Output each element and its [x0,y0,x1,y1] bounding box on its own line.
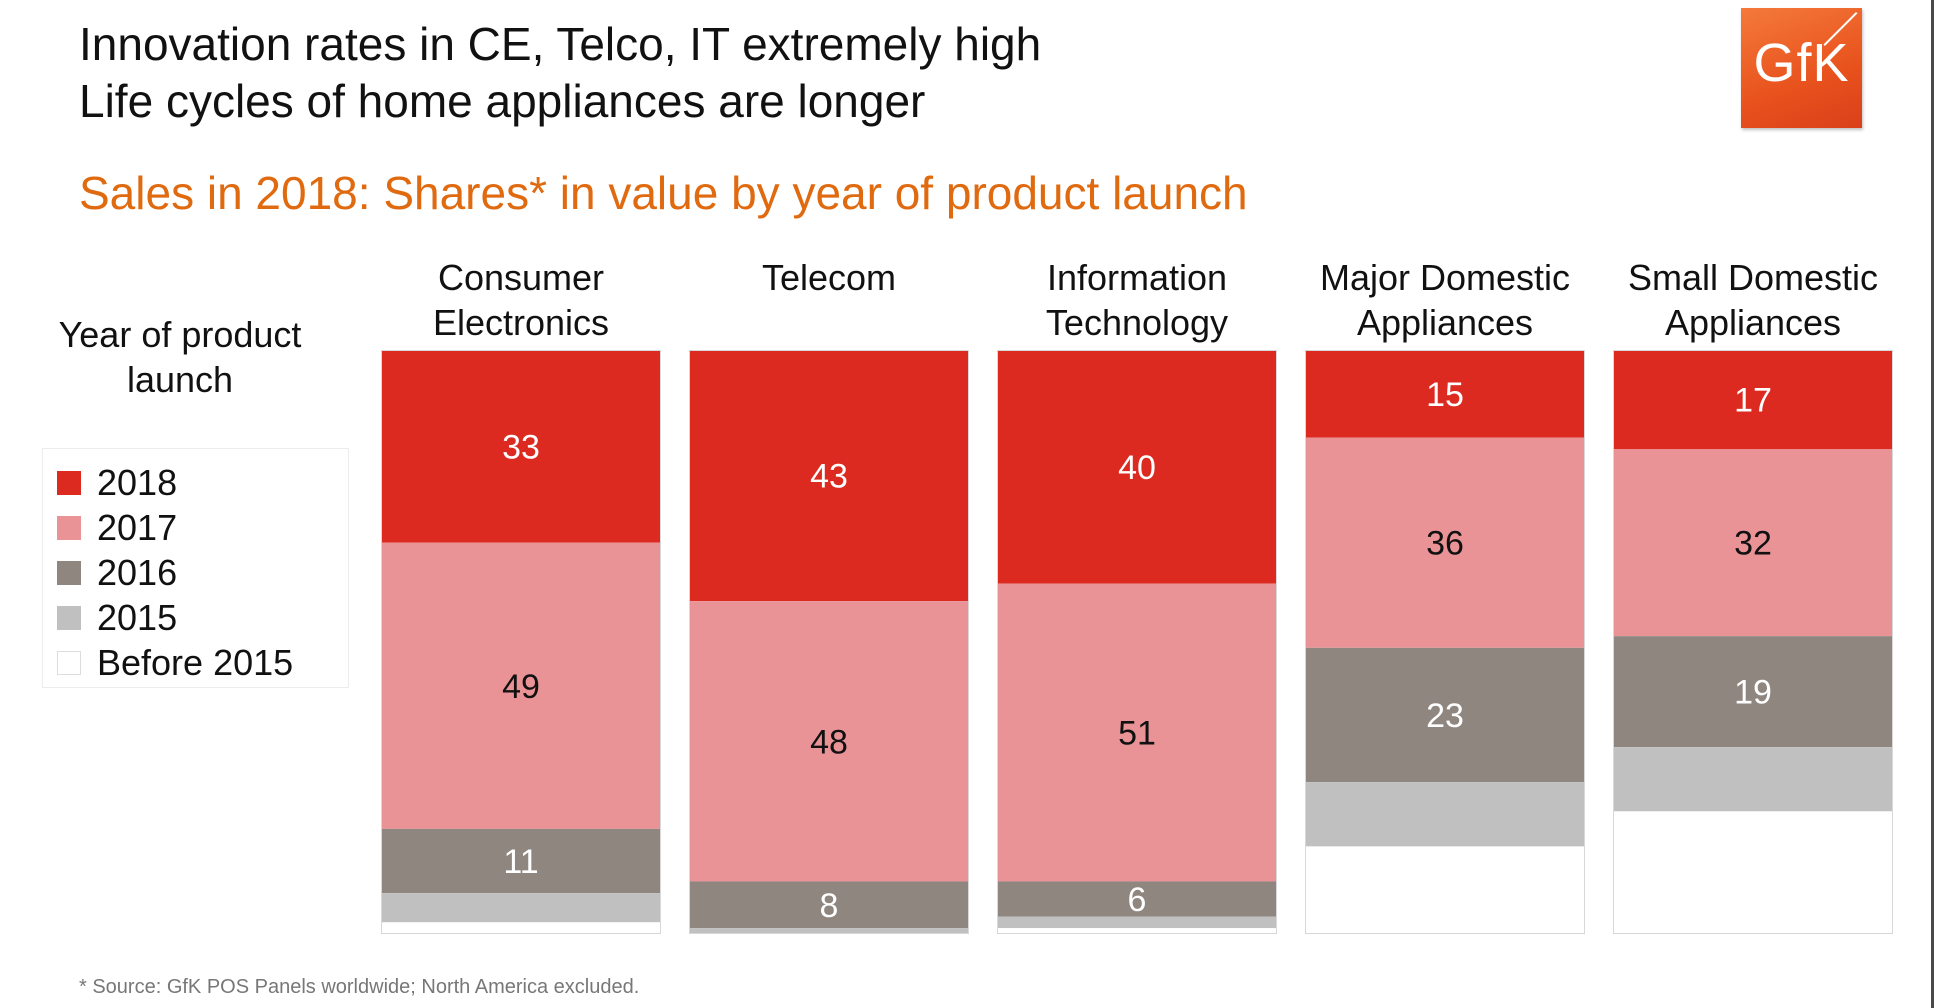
bar-outline [1613,350,1893,934]
legend-label: Before 2015 [97,642,294,683]
legend-swatch [57,471,81,495]
legend-swatch [57,516,81,540]
legend-swatch [57,561,81,585]
data-label: 51 [1118,715,1156,753]
bar-segment [381,828,661,894]
data-label: 15 [1426,376,1464,414]
data-label: 32 [1734,525,1772,563]
bar-segment [1613,350,1893,450]
bar-segment [381,893,661,923]
legend: 2018 2017 2016 2015 Before 2015 [42,448,349,688]
data-label: 17 [1734,382,1772,420]
legend-item: 2015 [57,597,178,638]
bar-segment [1613,636,1893,748]
bar-segment [381,350,661,543]
data-label: 6 [1128,881,1147,919]
legend-label: 2017 [97,507,178,548]
source-footnote: * Source: GfK POS Panels worldwide; Nort… [79,976,640,998]
bar-outline [381,350,661,934]
headline-line-1: Innovation rates in CE, Telco, IT extrem… [79,18,1042,70]
bar-segment [689,350,969,602]
category-label: Major Domestic Appliances [1320,257,1570,343]
bar-segment [689,881,969,929]
bar-segment [997,583,1277,882]
data-label: 23 [1426,697,1464,735]
legend-item: Before 2015 [57,642,294,683]
logo-text: GfK [1753,33,1850,93]
category-label-line: Information [1047,257,1227,298]
bar-segment [1613,449,1893,637]
bar-segment [997,881,1277,917]
bar-segment [1305,782,1585,847]
legend-swatch [57,651,81,675]
bar-outline [689,350,969,934]
legend-label: 2016 [97,552,178,593]
window-edge [1931,0,1934,1008]
category-label: Telecom [762,257,896,298]
category-label-line: Electronics [433,302,609,343]
category-label: Small Domestic Appliances [1628,257,1878,343]
bar-segment [689,601,969,882]
category-label-line: Consumer [438,257,604,298]
bar-segment [381,542,661,829]
data-label: 49 [502,668,540,706]
data-label: 11 [503,843,538,881]
category-label-line: Major Domestic [1320,257,1570,298]
data-label: 19 [1734,674,1772,712]
data-label: 43 [810,458,848,496]
bar-segment [1613,811,1893,934]
category-label-line: Appliances [1665,302,1841,343]
category-label-line: Small Domestic [1628,257,1878,298]
bar-segment [1305,647,1585,783]
data-label: 40 [1118,449,1156,487]
category-label: Consumer Electronics [433,257,609,343]
category-label-line: Appliances [1357,302,1533,343]
bar-segment [997,916,1277,929]
legend-swatch [57,606,81,630]
bar-segment [997,350,1277,584]
data-label: 33 [502,428,540,466]
headline-line-2: Life cycles of home appliances are longe… [79,75,926,127]
bar-outline [1305,350,1585,934]
legend-item: 2018 [57,462,178,503]
legend-label: 2015 [97,597,178,638]
bar-segment [1613,747,1893,812]
bar-segment [689,928,969,934]
category-label-line: Technology [1046,302,1228,343]
legend-label: 2018 [97,462,178,503]
bar-outline [997,350,1277,934]
category-label: Information Technology [1046,257,1228,343]
gfk-logo: GfK [1741,8,1862,128]
legend-title: Year of product launch [58,314,302,400]
data-label: 48 [810,723,848,761]
legend-item: 2016 [57,552,178,593]
legend-item: 2017 [57,507,178,548]
bar-segment [381,922,661,934]
chart-title: Sales in 2018: Shares* in value by year … [79,167,1248,219]
data-label: 8 [820,887,839,925]
data-label: 36 [1426,525,1464,563]
bar-segment [997,928,1277,934]
bar-segment [1305,846,1585,934]
category-label-line: Telecom [762,257,896,298]
bar-segment [1305,350,1585,438]
bar-segment [1305,437,1585,648]
